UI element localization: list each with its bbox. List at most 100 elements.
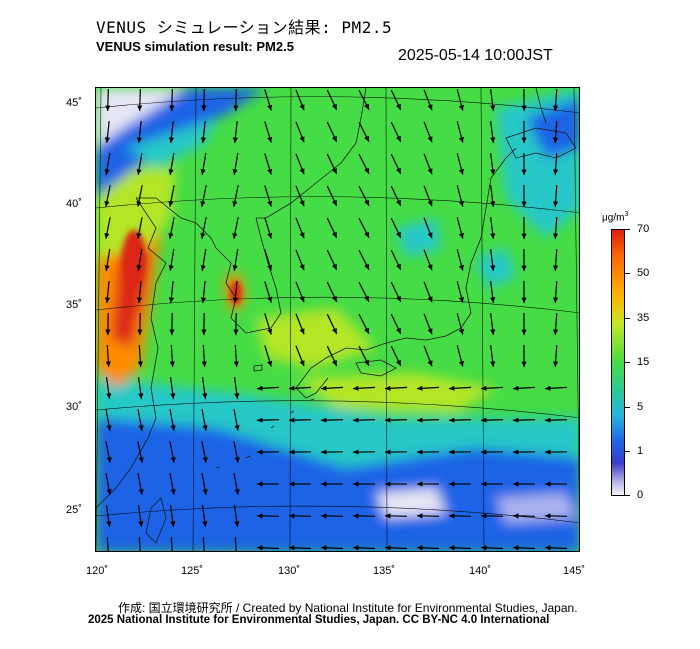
wind-arrowhead (458, 360, 464, 367)
wind-arrowhead (481, 385, 487, 391)
wind-arrowhead (427, 200, 433, 207)
wind-arrowhead (169, 329, 175, 335)
wind-arrowhead (417, 513, 423, 519)
wind-arrowhead (202, 425, 208, 431)
wind-arrowhead (321, 417, 327, 423)
wind-arrowhead (106, 521, 112, 527)
colorbar-tick-1: 1 (637, 445, 644, 457)
wind-arrowhead (257, 417, 263, 423)
wind-arrowhead (490, 137, 496, 143)
wind-arrowhead (552, 105, 559, 111)
wind-arrowhead (136, 200, 142, 207)
wind-arrowhead (137, 105, 143, 111)
wind-arrowhead (299, 168, 305, 175)
wind-arrowhead (458, 328, 464, 335)
wind-arrowhead (449, 449, 455, 455)
wind-arrow (234, 536, 237, 551)
wind-arrowhead (521, 137, 527, 143)
wind-arrowhead (289, 385, 295, 391)
wind-arrowhead (353, 545, 359, 551)
wind-arrowhead (481, 449, 487, 455)
wind-arrowhead (552, 201, 559, 207)
wind-arrowhead (321, 513, 327, 519)
coastlines (96, 88, 577, 544)
wind-arrowhead (104, 265, 110, 271)
wind-arrowhead (332, 199, 337, 206)
wind-arrowhead (257, 481, 263, 487)
wind-arrowhead (396, 295, 401, 302)
wind-arrowhead (521, 361, 527, 367)
wind-arrowhead (332, 359, 337, 366)
wind-arrowhead (267, 360, 273, 367)
wind-arrowhead (104, 200, 110, 207)
wind-arrowhead (458, 104, 464, 111)
wind-arrowhead (545, 481, 551, 487)
wind-arrowhead (490, 169, 496, 175)
wind-arrowhead (321, 385, 327, 391)
wind-arrowhead (232, 265, 238, 271)
wind-arrowhead (458, 136, 464, 143)
wind-arrowhead (299, 104, 305, 111)
wind-arrowhead (105, 105, 111, 111)
wind-arrowhead (513, 545, 519, 551)
license-line: 2025 National Institute for Environmenta… (88, 614, 550, 626)
wind-arrowhead (200, 297, 207, 303)
wind-arrowhead (427, 168, 433, 175)
wind-arrowhead (170, 393, 176, 399)
wind-arrowhead (417, 385, 423, 391)
wind-arrowhead (104, 137, 110, 143)
wind-arrowhead (427, 232, 433, 239)
wind-arrowhead (449, 513, 455, 519)
wind-arrowhead (202, 456, 208, 463)
wind-arrowhead (299, 232, 305, 239)
wind-arrowhead (364, 327, 369, 334)
wind-arrowhead (396, 231, 401, 238)
wind-arrowhead (299, 296, 305, 303)
wind-arrowhead (481, 545, 487, 551)
wind-arrowhead (332, 263, 337, 270)
wind-arrowhead (202, 521, 208, 527)
wind-arrowhead (396, 103, 401, 110)
x-tick-140: 140˚ (469, 565, 492, 577)
wind-arrowhead (396, 263, 401, 270)
wind-arrowhead (136, 232, 142, 239)
wind-arrowhead (364, 135, 369, 142)
wind-arrowhead (353, 385, 359, 391)
wind-arrowhead (427, 136, 433, 143)
wind-arrowhead (427, 104, 433, 111)
wind-arrowhead (257, 513, 263, 519)
wind-arrowhead (267, 232, 273, 239)
wind-arrowhead (458, 200, 464, 207)
wind-arrowhead (267, 328, 273, 335)
wind-arrowhead (267, 264, 273, 271)
wind-arrowhead (449, 417, 455, 423)
wind-arrowhead (168, 232, 174, 239)
wind-arrowhead (138, 393, 144, 399)
x-tick-130: 130˚ (278, 565, 301, 577)
wind-arrowhead (233, 329, 239, 335)
wind-arrowhead (458, 264, 464, 271)
wind-arrowhead (168, 200, 174, 207)
wind-arrowhead (168, 137, 174, 143)
x-tick-120: 120˚ (86, 565, 109, 577)
wind-arrowhead (396, 327, 401, 334)
wind-arrowhead (169, 361, 175, 367)
wind-arrowhead (234, 425, 240, 431)
wind-arrowhead (353, 449, 359, 455)
wind-arrowhead (106, 489, 112, 495)
wind-arrowhead (234, 521, 240, 527)
wind-arrow (106, 536, 109, 551)
wind-arrowhead (385, 417, 391, 423)
wind-arrowhead (545, 417, 551, 423)
wind-arrowhead (552, 329, 559, 335)
wind-arrowhead (396, 199, 401, 206)
wind-arrowhead (202, 393, 208, 399)
wind-arrowhead (138, 425, 144, 431)
wind-arrowhead (234, 456, 240, 463)
wind-arrowhead (545, 385, 551, 391)
x-tick-135: 135˚ (373, 565, 396, 577)
wind-arrowhead (136, 265, 142, 271)
wind-arrowhead (201, 105, 207, 111)
wind-arrowhead (364, 231, 369, 238)
wind-arrowhead (168, 297, 175, 303)
